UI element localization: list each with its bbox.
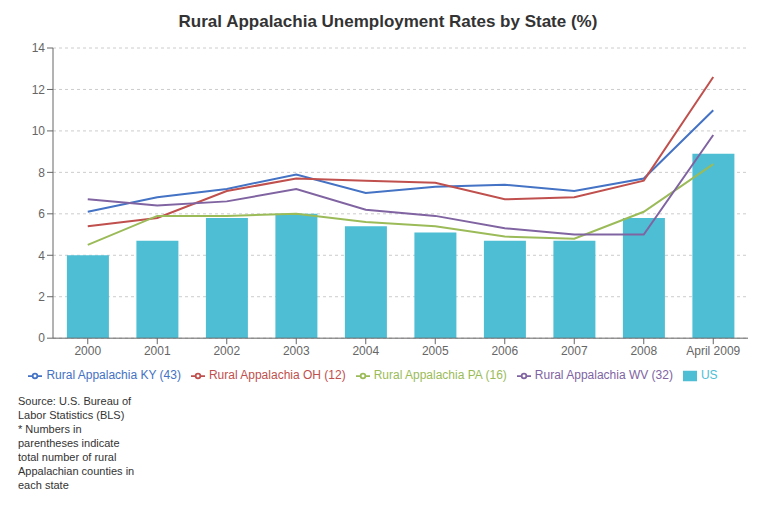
- html-text:US: US: [700, 368, 718, 383]
- svg-text:2: 2: [38, 290, 45, 304]
- html-text:Rural Appalachia PA (16): Rural Appalachia PA (16): [373, 368, 507, 383]
- svg-text:4: 4: [38, 249, 45, 263]
- svg-text:2003: 2003: [283, 344, 310, 358]
- html-text:Source: U.S. Bureau of Labor S: Source: U.S. Bureau of Labor Statistics …: [18, 395, 135, 491]
- svg-text:2002: 2002: [213, 344, 240, 358]
- svg-text:April 2009: April 2009: [686, 344, 740, 358]
- svg-text:12: 12: [32, 83, 46, 97]
- svg-text:2005: 2005: [422, 344, 449, 358]
- svg-text:2007: 2007: [561, 344, 588, 358]
- svg-text:10: 10: [32, 124, 46, 138]
- svg-text:8: 8: [38, 166, 45, 180]
- svg-text:2000: 2000: [74, 344, 101, 358]
- html-text:Rural Appalachia KY (43): Rural Appalachia KY (43): [46, 368, 181, 383]
- html-text:Rural Appalachia OH (12): Rural Appalachia OH (12): [208, 368, 346, 383]
- svg-text:14: 14: [32, 41, 46, 55]
- svg-text:2006: 2006: [491, 344, 518, 358]
- svg-text:0: 0: [38, 331, 45, 345]
- html-text:Rural Appalachia Unemployment: Rural Appalachia Unemployment Rates by S…: [178, 12, 598, 31]
- svg-text:2001: 2001: [144, 344, 171, 358]
- html-text:Rural Appalachia WV (32): Rural Appalachia WV (32): [534, 368, 673, 383]
- svg-text:2004: 2004: [352, 344, 379, 358]
- svg-text:6: 6: [38, 207, 45, 221]
- svg-text:2008: 2008: [630, 344, 657, 358]
